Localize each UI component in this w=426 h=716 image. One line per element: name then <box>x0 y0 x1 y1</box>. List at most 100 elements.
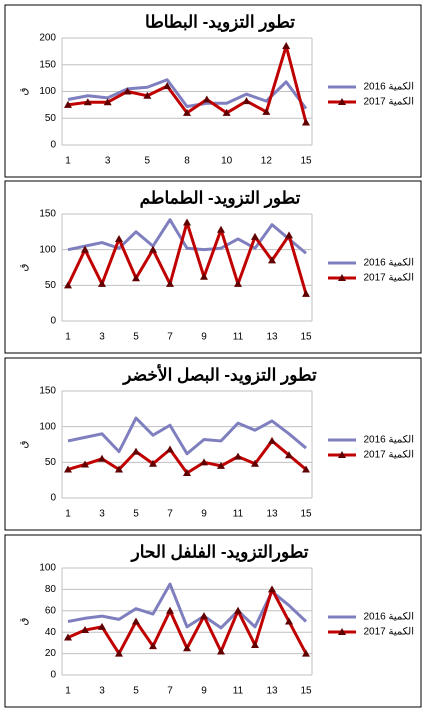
y-tick-label: 100 <box>39 563 56 574</box>
legend-label: الكمية 2016 <box>363 258 414 269</box>
x-tick-label: 7 <box>167 686 173 697</box>
x-tick-label: 1 <box>65 686 71 697</box>
x-tick-label: 11 <box>233 686 244 697</box>
data-point <box>302 465 310 473</box>
data-point <box>217 647 225 655</box>
y-tick-label: 100 <box>39 244 56 255</box>
data-point <box>64 633 72 641</box>
data-point <box>183 469 191 477</box>
x-tick-label: 15 <box>300 332 312 343</box>
y-axis-label: ق <box>19 618 30 626</box>
chart-title: تطور التزويد- الطماطم <box>140 188 301 208</box>
data-point <box>166 606 174 614</box>
series-line <box>67 416 307 456</box>
legend-label: الكمية 2016 <box>363 435 414 446</box>
data-point <box>83 98 92 106</box>
x-tick-label: 11 <box>233 509 244 520</box>
data-point <box>149 245 157 253</box>
data-point <box>98 454 106 462</box>
legend-label: الكمية 2017 <box>363 627 414 638</box>
data-point <box>98 279 106 287</box>
legend-marker <box>338 274 346 281</box>
data-point <box>115 465 123 473</box>
panel-border <box>4 4 422 178</box>
x-tick-label: 10 <box>221 156 233 167</box>
data-point <box>202 95 211 103</box>
y-axis-label: ق <box>19 441 30 449</box>
data-point <box>217 225 225 233</box>
x-tick-label: 3 <box>105 156 111 167</box>
data-point <box>64 281 72 289</box>
data-point <box>234 279 242 287</box>
data-point <box>234 452 242 460</box>
x-tick-label: 13 <box>266 686 278 697</box>
x-tick-label: 3 <box>99 686 105 697</box>
data-point <box>285 231 293 239</box>
x-tick-label: 7 <box>167 332 173 343</box>
y-tick-label: 150 <box>39 59 56 70</box>
y-tick-label: 0 <box>50 316 56 327</box>
y-tick-label: 150 <box>39 386 56 397</box>
series-line <box>67 439 307 475</box>
data-point <box>115 649 123 657</box>
y-tick-label: 20 <box>45 648 57 659</box>
data-point <box>242 97 251 105</box>
data-point <box>222 108 231 116</box>
x-tick-label: 3 <box>99 332 105 343</box>
data-point <box>183 108 191 116</box>
x-tick-label: 15 <box>300 686 312 697</box>
x-tick-label: 5 <box>145 156 151 167</box>
data-point <box>217 461 225 469</box>
data-point <box>132 274 140 282</box>
data-point <box>285 451 293 459</box>
x-tick-label: 15 <box>300 509 312 520</box>
legend-label: الكمية 2017 <box>363 97 414 108</box>
y-tick-label: 50 <box>45 113 57 124</box>
legend-marker <box>338 628 346 635</box>
y-tick-label: 100 <box>39 421 56 432</box>
y-tick-label: 0 <box>50 140 56 151</box>
data-point <box>200 612 208 620</box>
x-tick-label: 1 <box>65 509 71 520</box>
series-line <box>67 218 307 255</box>
data-point <box>64 465 72 473</box>
data-point <box>166 445 174 453</box>
y-tick-label: 150 <box>39 209 56 220</box>
data-point <box>302 649 310 657</box>
y-tick-label: 50 <box>45 457 57 468</box>
data-point <box>81 245 89 253</box>
y-tick-label: 200 <box>39 33 56 44</box>
panel-border <box>4 534 422 708</box>
legend-label: الكمية 2016 <box>363 612 414 623</box>
data-point <box>268 436 276 444</box>
x-tick-label: 3 <box>99 509 105 520</box>
panel-border <box>4 180 422 354</box>
legend-marker <box>338 98 346 105</box>
y-tick-label: 40 <box>45 627 57 638</box>
y-tick-label: 80 <box>45 584 57 595</box>
data-point <box>81 460 89 468</box>
y-axis-label: ق <box>19 264 30 272</box>
x-tick-label: 1 <box>65 332 71 343</box>
legend-label: الكمية 2017 <box>363 273 414 284</box>
data-point <box>302 118 310 126</box>
x-tick-label: 13 <box>266 332 278 343</box>
series-line <box>67 587 308 656</box>
data-point <box>132 617 140 625</box>
data-point <box>282 42 291 50</box>
legend-label: الكمية 2016 <box>363 82 414 93</box>
data-point <box>143 91 152 99</box>
x-tick-label: 15 <box>300 156 312 167</box>
data-point <box>149 642 157 650</box>
data-point <box>166 279 174 287</box>
y-tick-label: 50 <box>45 280 57 291</box>
data-point <box>103 98 112 106</box>
data-point <box>262 107 271 115</box>
chart-title: تطور التزويد- البصل الأخضر <box>121 363 317 385</box>
panel-border <box>4 357 422 531</box>
data-point <box>268 585 276 593</box>
data-point <box>268 256 276 264</box>
data-point <box>251 232 259 240</box>
